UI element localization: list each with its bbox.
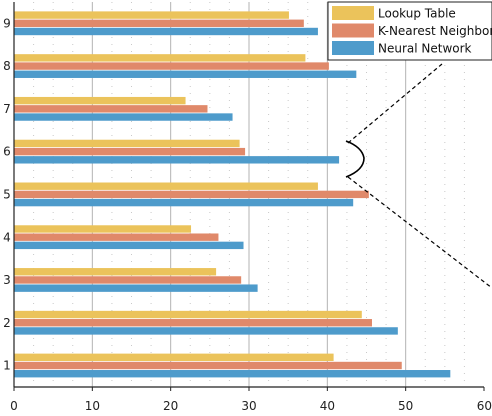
bar bbox=[14, 62, 329, 69]
legend-swatch bbox=[332, 6, 374, 20]
bar bbox=[14, 276, 241, 283]
legend-label: Lookup Table bbox=[378, 7, 456, 21]
legend-label: K-Nearest Neighbors bbox=[378, 24, 492, 38]
legend-label: Neural Network bbox=[378, 42, 472, 56]
y-tick-label: 9 bbox=[3, 16, 11, 30]
bar bbox=[14, 362, 402, 369]
y-tick-label: 3 bbox=[3, 273, 11, 287]
x-tick-label: 20 bbox=[163, 399, 178, 413]
y-tick-label: 7 bbox=[3, 102, 11, 116]
y-tick-label: 6 bbox=[3, 145, 11, 159]
x-tick-label: 10 bbox=[85, 399, 100, 413]
bar bbox=[14, 183, 318, 190]
bar bbox=[14, 199, 353, 206]
y-tick-label: 4 bbox=[3, 230, 11, 244]
bar bbox=[14, 105, 207, 112]
y-tick-label: 5 bbox=[3, 188, 11, 202]
legend-swatch bbox=[332, 41, 374, 55]
bar bbox=[14, 284, 258, 291]
bar bbox=[14, 71, 356, 78]
x-tick-label: 60 bbox=[477, 399, 492, 413]
bar bbox=[14, 268, 216, 275]
bar bbox=[14, 11, 289, 18]
bar bbox=[14, 156, 339, 163]
x-tick-label: 40 bbox=[320, 399, 335, 413]
legend: Lookup Table K-Nearest Neighbors Neural Ne… bbox=[328, 2, 492, 60]
legend-swatch bbox=[332, 24, 374, 38]
bar bbox=[14, 242, 244, 249]
bar bbox=[14, 97, 186, 104]
bar bbox=[14, 225, 191, 232]
bar bbox=[14, 113, 233, 120]
bar bbox=[14, 28, 318, 35]
bar bbox=[14, 191, 369, 198]
bar bbox=[14, 54, 305, 61]
bar bbox=[14, 354, 334, 361]
bar bbox=[14, 327, 398, 334]
bar bbox=[14, 233, 218, 240]
x-tick-label: 50 bbox=[398, 399, 413, 413]
bar bbox=[14, 311, 362, 318]
bar bbox=[14, 319, 372, 326]
bar bbox=[14, 20, 304, 27]
x-tick-label: 30 bbox=[241, 399, 256, 413]
bar bbox=[14, 148, 245, 155]
bar bbox=[14, 140, 240, 147]
x-tick-label: 0 bbox=[10, 399, 18, 413]
y-tick-label: 2 bbox=[3, 316, 11, 330]
bar bbox=[14, 370, 450, 377]
y-tick-label: 1 bbox=[3, 359, 11, 373]
y-tick-label: 8 bbox=[3, 59, 11, 73]
